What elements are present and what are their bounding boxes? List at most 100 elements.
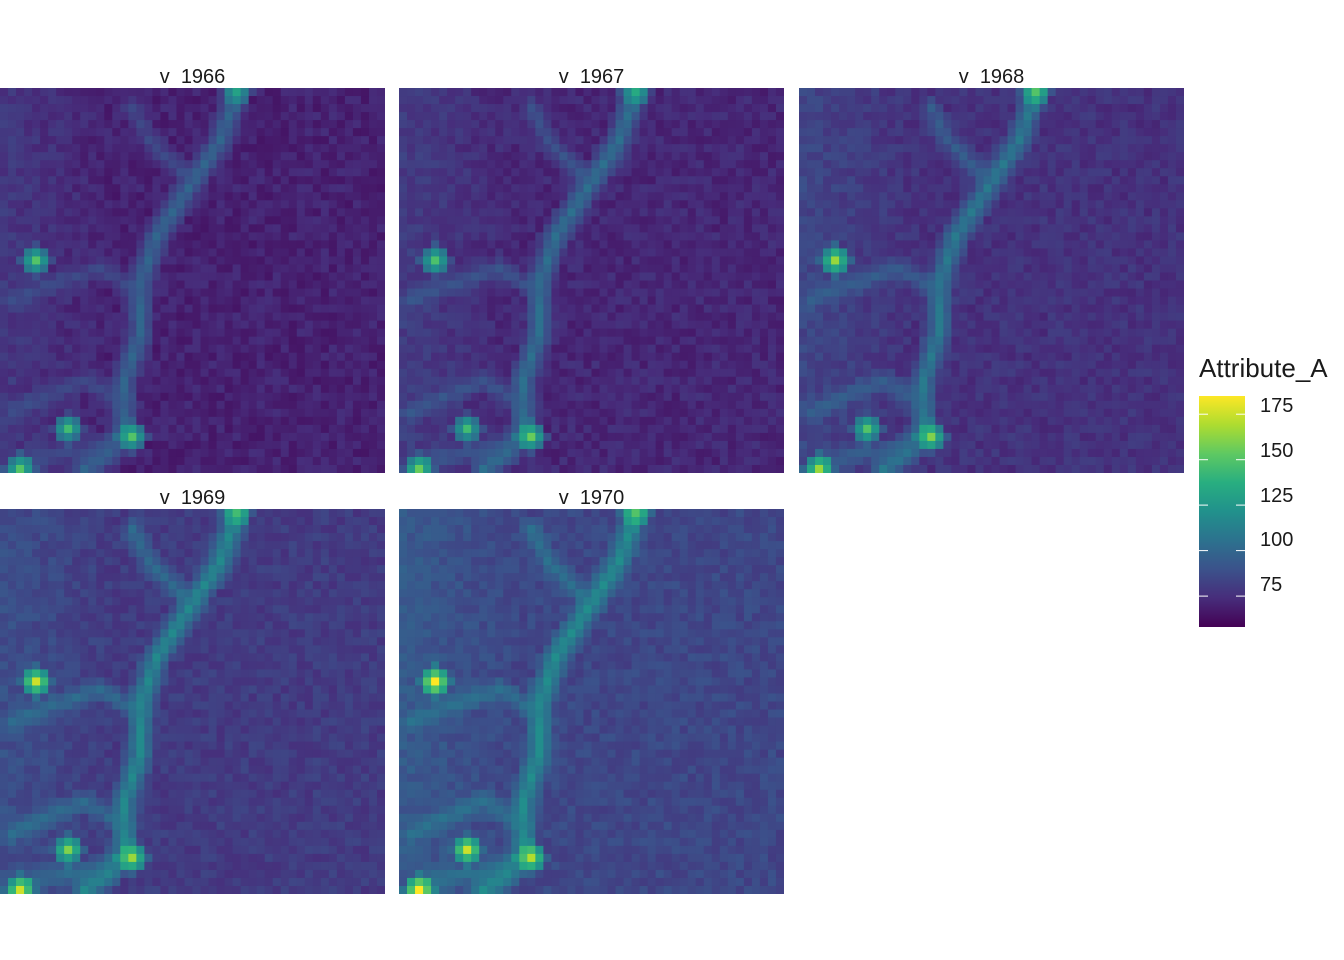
- heatmap-cell: [735, 208, 745, 217]
- heatmap-cell: [0, 272, 9, 282]
- heatmap-cell: [200, 360, 210, 370]
- heatmap-cell: [264, 104, 274, 113]
- heatmap-cell: [312, 104, 322, 113]
- heatmap-cell: [655, 120, 665, 129]
- heatmap-cell: [431, 248, 440, 258]
- heatmap-cell: [56, 232, 65, 241]
- heatmap-cell: [727, 368, 737, 378]
- heatmap-cell: [104, 216, 113, 225]
- heatmap-cell: [248, 424, 258, 434]
- heatmap-cell: [48, 312, 57, 322]
- heatmap-cell: [615, 264, 625, 274]
- heatmap-cell: [128, 320, 137, 330]
- heatmap-cell: [399, 312, 408, 322]
- heatmap-cell: [559, 240, 569, 250]
- heatmap-cell: [695, 184, 705, 193]
- heatmap-cell: [591, 144, 601, 153]
- heatmap-cell: [479, 304, 488, 314]
- heatmap-cell: [623, 384, 633, 394]
- heatmap-cell: [823, 120, 832, 129]
- heatmap-cell: [951, 120, 961, 129]
- heatmap-cell: [256, 328, 266, 338]
- heatmap-cell: [719, 272, 729, 282]
- heatmap-cell: [0, 136, 9, 145]
- heatmap-cell: [40, 112, 49, 121]
- heatmap-cell: [264, 288, 274, 298]
- heatmap-cell: [711, 232, 721, 241]
- heatmap-cell: [120, 184, 129, 193]
- heatmap-cell: [40, 424, 49, 434]
- heatmap-cell: [471, 456, 480, 466]
- heatmap-cell: [48, 416, 57, 426]
- heatmap-cell: [216, 88, 226, 97]
- heatmap-cell: [463, 360, 472, 370]
- heatmap-cell: [663, 112, 673, 121]
- heatmap-cell: [703, 424, 713, 434]
- heatmap-cell: [272, 248, 282, 258]
- heatmap-cell: [775, 136, 784, 145]
- heatmap-cell: [671, 432, 681, 442]
- heatmap-cell: [312, 88, 322, 97]
- heatmap-cell: [360, 216, 370, 225]
- heatmap-cell: [503, 88, 512, 97]
- heatmap-cell: [360, 184, 370, 193]
- heatmap-cell: [455, 408, 464, 418]
- heatmap-cell: [168, 272, 178, 282]
- heatmap-cell: [735, 128, 745, 137]
- heatmap-cell: [775, 240, 784, 250]
- heatmap-cell: [344, 288, 354, 298]
- heatmap-cell: [224, 328, 234, 338]
- heatmap-cell: [1023, 112, 1033, 121]
- heatmap-cell: [735, 272, 745, 282]
- heatmap-cell: [168, 264, 178, 274]
- heatmap-cell: [320, 352, 330, 362]
- heatmap-cell: [80, 456, 89, 466]
- heatmap-cell: [328, 152, 338, 161]
- heatmap-cell: [727, 456, 737, 466]
- heatmap-cell: [551, 392, 561, 402]
- heatmap-cell: [328, 272, 338, 282]
- heatmap-cell: [759, 320, 769, 330]
- heatmap-cell: [296, 288, 306, 298]
- heatmap-cell: [120, 120, 129, 129]
- heatmap-cell: [320, 184, 330, 193]
- heatmap-cell: [495, 320, 504, 330]
- heatmap-cell: [296, 264, 306, 274]
- heatmap-cell: [559, 272, 569, 282]
- heatmap-cell: [983, 96, 993, 105]
- heatmap-cell: [615, 200, 625, 209]
- heatmap-cell: [623, 168, 633, 177]
- heatmap-cell: [256, 312, 266, 322]
- heatmap-cell: [911, 120, 920, 129]
- heatmap-cell: [759, 120, 769, 129]
- heatmap-cell: [0, 176, 9, 185]
- heatmap-cell: [679, 184, 689, 193]
- heatmap-cell: [415, 88, 424, 97]
- heatmap-cell: [447, 360, 456, 370]
- heatmap-cell: [184, 424, 194, 434]
- heatmap-cell: [663, 320, 673, 330]
- heatmap-cell: [88, 112, 97, 121]
- heatmap-cell: [112, 240, 121, 250]
- heatmap-cell: [32, 232, 41, 241]
- heatmap-cell: [607, 352, 617, 362]
- facet-title-1966: v 1966: [0, 66, 385, 88]
- heatmap-svg-1968: [799, 88, 1184, 473]
- heatmap-cell: [431, 416, 440, 426]
- heatmap-cell: [184, 176, 194, 185]
- heatmap-cell: [264, 280, 274, 290]
- heatmap-cell: [655, 448, 665, 458]
- heatmap-cell: [591, 456, 601, 466]
- heatmap-cell: [543, 392, 552, 402]
- heatmap-cell: [519, 208, 528, 217]
- heatmap-cell: [272, 312, 282, 322]
- heatmap-cell: [8, 424, 17, 434]
- heatmap-cell: [1151, 96, 1161, 105]
- heatmap-cell: [527, 288, 536, 298]
- heatmap-cell: [32, 328, 41, 338]
- heatmap-cell: [439, 96, 448, 105]
- heatmap-cell: [112, 336, 121, 346]
- heatmap-cell: [727, 400, 737, 410]
- heatmap-cell: [479, 136, 488, 145]
- heatmap-cell: [304, 304, 314, 314]
